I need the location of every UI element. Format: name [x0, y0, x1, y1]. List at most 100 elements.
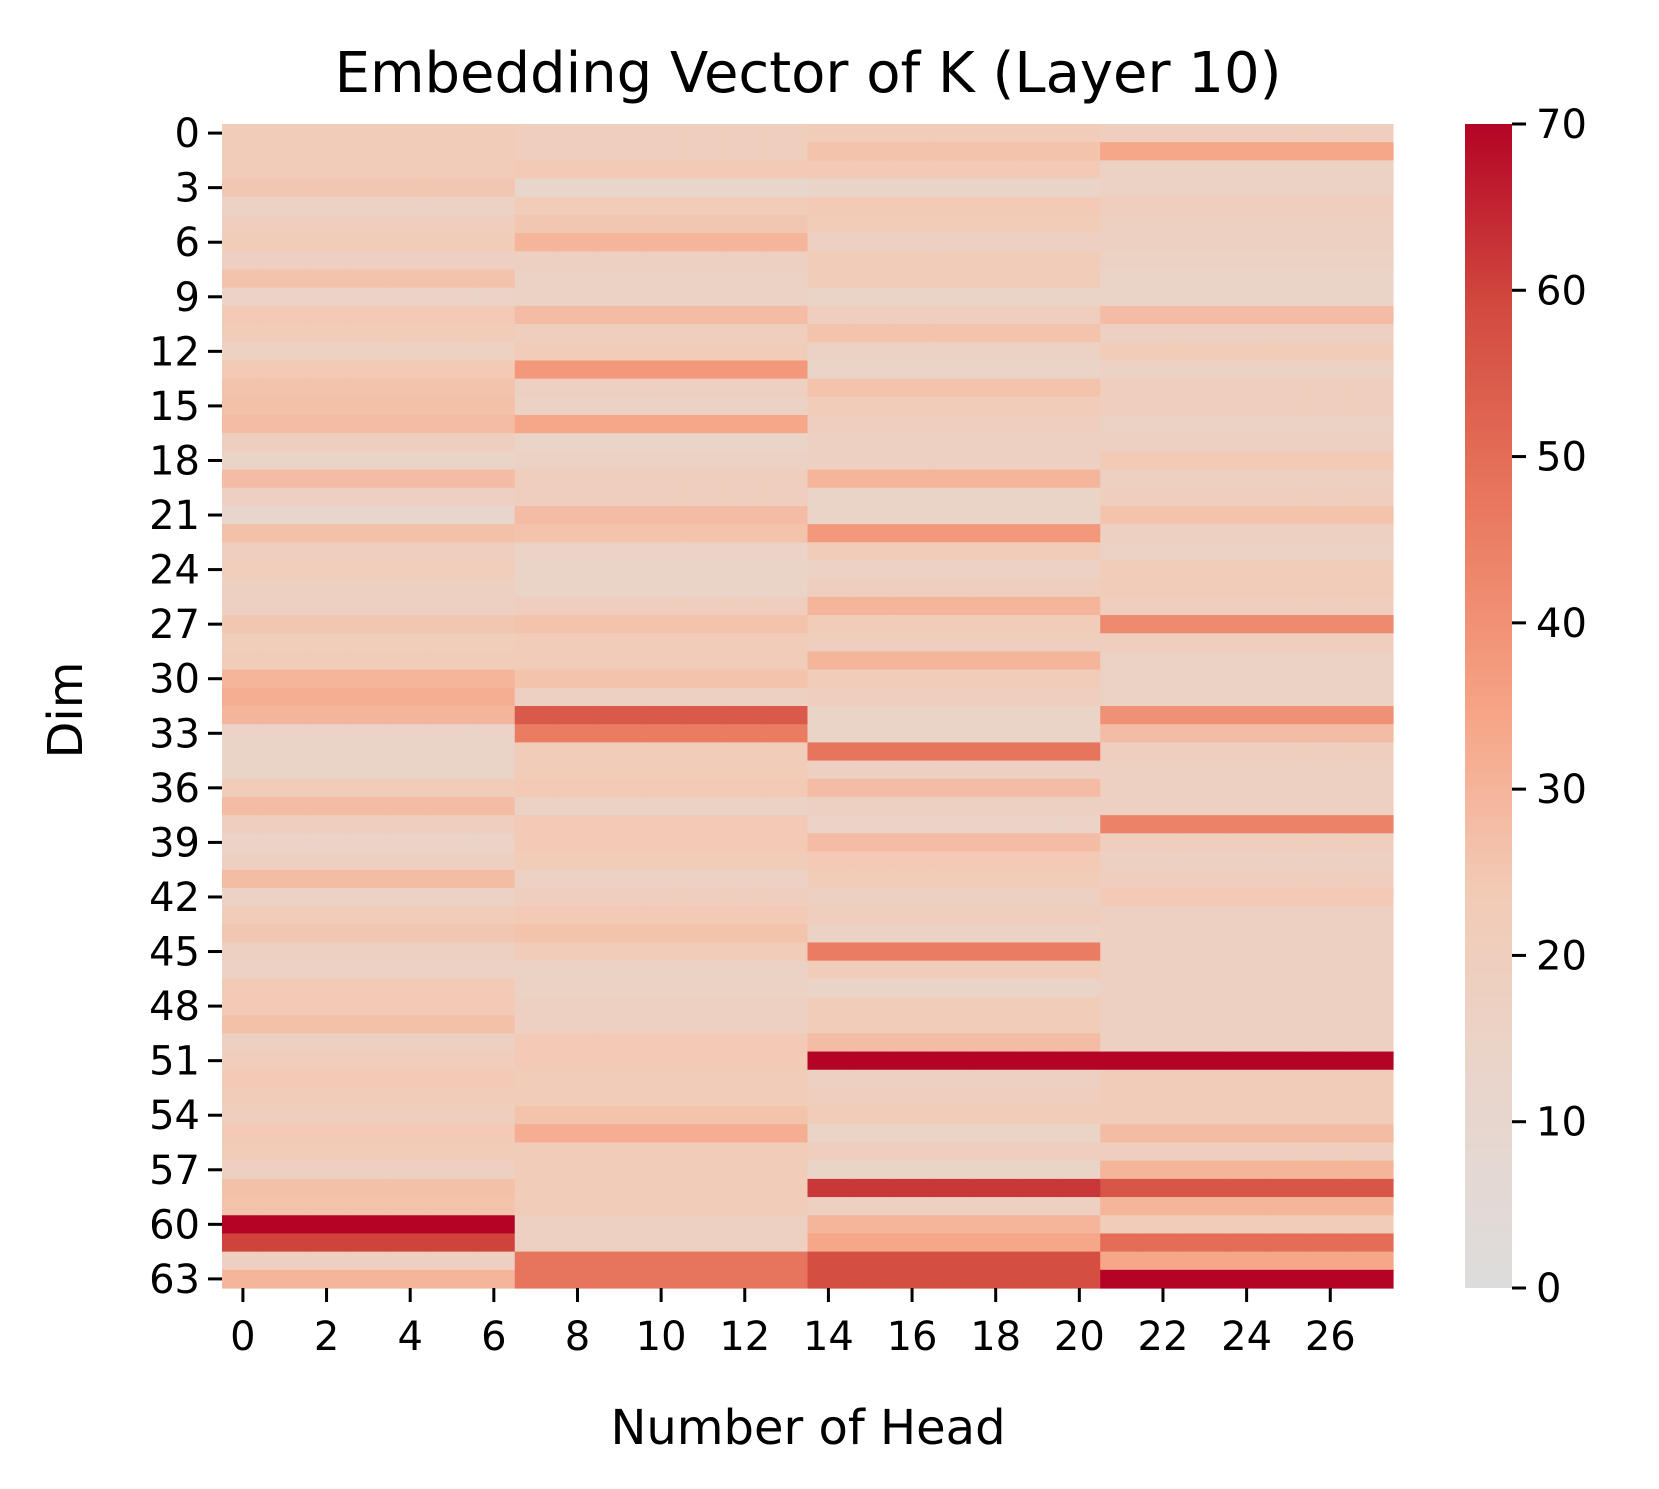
- heatmap-cell: [556, 124, 599, 143]
- heatmap-cell: [1142, 960, 1185, 980]
- heatmap-cell: [1016, 433, 1060, 452]
- heatmap-cell: [222, 1124, 265, 1144]
- heatmap-cell: [1058, 269, 1101, 289]
- heatmap-cell: [514, 378, 558, 398]
- heatmap-cell: [723, 1251, 767, 1271]
- heatmap-cell: [263, 760, 307, 780]
- heatmap-cell: [1309, 1069, 1352, 1089]
- heatmap-cell: [1142, 651, 1185, 671]
- heatmap-cell: [682, 706, 725, 725]
- heatmap-cell: [514, 1269, 558, 1289]
- heatmap-cell: [1309, 1033, 1352, 1053]
- heatmap-cell: [932, 651, 976, 671]
- heatmap-cell: [765, 178, 809, 198]
- heatmap-cell: [640, 596, 683, 616]
- heatmap-cell: [1225, 1087, 1269, 1107]
- heatmap-cell: [431, 1269, 474, 1289]
- heatmap-cell: [1100, 706, 1143, 725]
- heatmap-cell: [640, 706, 683, 725]
- heatmap-cell: [1267, 360, 1310, 380]
- heatmap-cell: [347, 1215, 390, 1235]
- heatmap-cell: [263, 633, 307, 653]
- heatmap-cell: [598, 505, 641, 525]
- heatmap-cell: [640, 487, 683, 507]
- heatmap-cell: [347, 1178, 390, 1198]
- heatmap-cell: [1351, 251, 1394, 271]
- heatmap-cell: [1351, 451, 1394, 471]
- heatmap-cell: [305, 233, 349, 252]
- heatmap-cell: [1100, 324, 1143, 343]
- heatmap-cell: [974, 415, 1018, 434]
- heatmap-cell: [682, 887, 725, 907]
- heatmap-cell: [891, 124, 934, 143]
- heatmap-cell: [1142, 851, 1185, 871]
- heatmap-cell: [1142, 233, 1185, 252]
- heatmap-cell: [431, 324, 474, 343]
- heatmap-cell: [1142, 1015, 1185, 1034]
- heatmap-cell: [431, 815, 474, 834]
- heatmap-cell: [807, 815, 850, 834]
- heatmap-cell: [1351, 469, 1394, 489]
- x-tick-label: 24: [1221, 1314, 1272, 1360]
- colorbar-tick-label: 10: [1536, 1100, 1587, 1146]
- heatmap-cell: [305, 887, 349, 907]
- heatmap-cell: [849, 851, 892, 871]
- heatmap-cell: [263, 942, 307, 962]
- heatmap-cell: [222, 833, 265, 853]
- heatmap-cell: [974, 669, 1018, 689]
- heatmap-cell: [849, 1178, 892, 1198]
- heatmap-cell: [1183, 1178, 1227, 1198]
- heatmap-cell: [1267, 924, 1310, 944]
- heatmap-cell: [431, 651, 474, 671]
- heatmap-cell: [1100, 469, 1143, 489]
- heatmap-cell: [347, 560, 390, 580]
- heatmap-cell: [1309, 269, 1352, 289]
- heatmap-cell: [807, 433, 850, 452]
- heatmap-cell: [1225, 1215, 1269, 1235]
- heatmap-cell: [514, 524, 558, 543]
- heatmap-cell: [1225, 433, 1269, 452]
- heatmap-cell: [305, 633, 349, 653]
- heatmap-cell: [682, 778, 725, 798]
- heatmap-cell: [263, 815, 307, 834]
- heatmap-cell: [723, 415, 767, 434]
- heatmap-cell: [1309, 906, 1352, 925]
- heatmap-cell: [1100, 978, 1143, 998]
- heatmap-cell: [431, 669, 474, 689]
- heatmap-cell: [389, 1106, 432, 1125]
- heatmap-cell: [1351, 1251, 1394, 1271]
- heatmap-cell: [1267, 451, 1310, 471]
- heatmap-cell: [1309, 1215, 1352, 1235]
- heatmap-cell: [1267, 233, 1310, 252]
- heatmap-cell: [389, 505, 432, 525]
- heatmap-cell: [1351, 1051, 1394, 1071]
- heatmap-cell: [472, 1069, 516, 1089]
- heatmap-cell: [389, 1160, 432, 1180]
- heatmap-cell: [556, 324, 599, 343]
- heatmap-cell: [431, 1124, 474, 1144]
- heatmap-cell: [1225, 560, 1269, 580]
- heatmap-cell: [974, 360, 1018, 380]
- heatmap-cell: [723, 1033, 767, 1053]
- heatmap-cell: [514, 669, 558, 689]
- heatmap-cell: [1225, 287, 1269, 307]
- heatmap-cell: [723, 669, 767, 689]
- heatmap-cell: [891, 251, 934, 271]
- heatmap-cell: [1351, 578, 1394, 598]
- heatmap-cell: [891, 760, 934, 780]
- heatmap-cell: [1351, 1106, 1394, 1125]
- heatmap-cell: [1351, 615, 1394, 634]
- heatmap-cell: [514, 796, 558, 816]
- heatmap-cell: [891, 1215, 934, 1235]
- heatmap-cell: [1183, 1106, 1227, 1125]
- heatmap-cell: [1267, 1087, 1310, 1107]
- heatmap-cell: [891, 214, 934, 234]
- heatmap-cell: [1058, 596, 1101, 616]
- heatmap-cell: [974, 1160, 1018, 1180]
- heatmap-cell: [1100, 869, 1143, 889]
- heatmap-cell: [263, 615, 307, 634]
- heatmap-cell: [305, 596, 349, 616]
- heatmap-cell: [222, 706, 265, 725]
- heatmap-cell: [932, 160, 976, 180]
- heatmap-cell: [1225, 978, 1269, 998]
